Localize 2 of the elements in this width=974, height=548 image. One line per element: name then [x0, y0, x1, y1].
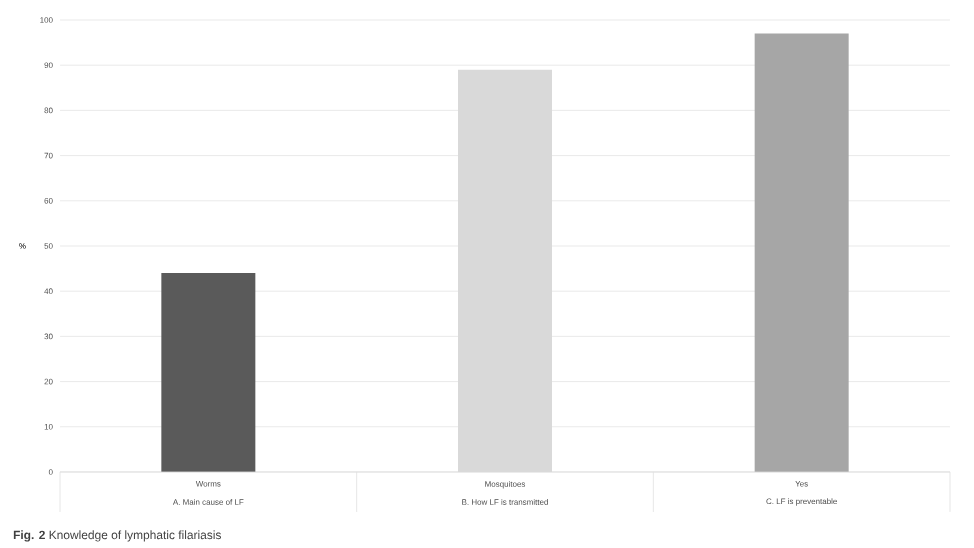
bar: [161, 273, 256, 472]
bar: [754, 33, 849, 472]
